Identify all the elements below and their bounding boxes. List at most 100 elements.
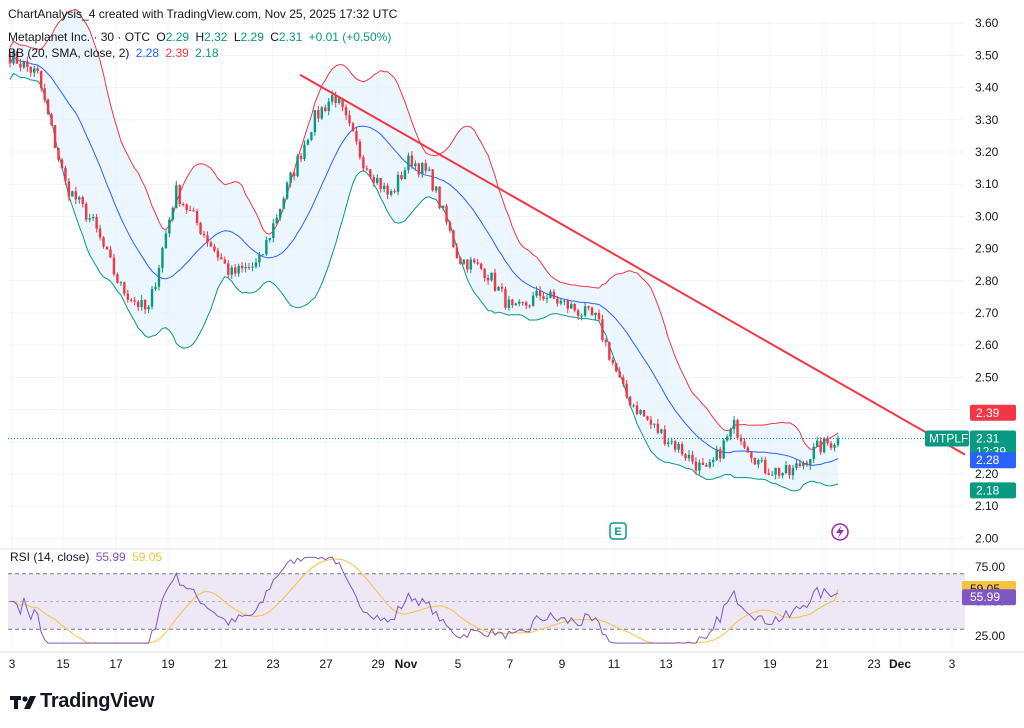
candle-body (209, 242, 213, 247)
candle-body (50, 114, 53, 126)
price-tag-bg (970, 430, 1016, 459)
price-tick-label: 3.40 (975, 81, 999, 95)
candle-body (507, 299, 511, 308)
candle-body (306, 139, 310, 145)
candle-body (822, 438, 826, 453)
candle-body (414, 163, 417, 167)
candle-body (639, 410, 642, 414)
bb-label: BB (20, SMA, close, 2) (8, 46, 130, 60)
candle-body (632, 405, 635, 407)
candle-body (590, 307, 594, 316)
time-tick-label: 29 (371, 657, 385, 671)
candle-body (611, 359, 615, 364)
rsi-band-fill (8, 573, 965, 630)
candle-body (663, 429, 666, 444)
candle-body (604, 340, 608, 343)
candle-body (403, 170, 407, 179)
time-tick-label: 23 (266, 657, 280, 671)
candle-body (767, 473, 770, 475)
candle-body (327, 101, 330, 112)
candle-body (628, 396, 632, 406)
candle-body (667, 442, 670, 444)
candle-body (791, 468, 795, 476)
candle-body (182, 204, 185, 206)
candle-body (680, 444, 684, 455)
time-tick-label: Dec (889, 657, 911, 671)
candle-body (504, 288, 507, 308)
candle-body (136, 301, 140, 308)
time-tick-label: 23 (867, 657, 881, 671)
rsi-value: 55.99 (95, 550, 126, 564)
symbol-tag: MTPLF (929, 432, 968, 446)
candle-body (452, 230, 455, 248)
candle-body (649, 419, 653, 425)
time-tick-label: 9 (559, 657, 566, 671)
candle-body (85, 203, 88, 220)
candle-body (223, 259, 227, 264)
candle-body (594, 312, 597, 316)
candle-body (538, 290, 542, 297)
candle-body (836, 438, 840, 445)
candle-body (816, 440, 819, 447)
candle-body (642, 410, 646, 417)
candle-body (826, 438, 829, 444)
tradingview-logo[interactable]: TradingView (10, 690, 154, 713)
candle-body (362, 157, 365, 169)
candle-body (566, 300, 569, 309)
bb-lower-tag-bg (970, 482, 1016, 499)
candle-body (705, 465, 708, 467)
time-tick-label: 3 (9, 657, 16, 671)
bb-fill (10, 9, 838, 491)
candle-body (687, 454, 691, 459)
candle-body (67, 181, 71, 197)
price-tick-label: 3.10 (975, 177, 999, 191)
price-tick-label: 3.20 (975, 145, 999, 159)
candle-body (753, 457, 757, 465)
bb-legend[interactable]: BB (20, SMA, close, 2) 2.28 2.39 2.18 (8, 46, 222, 60)
candle-body (247, 267, 251, 269)
candle-body (112, 257, 116, 275)
symbol-title[interactable]: Metaplanet Inc. · 30 · OTC (8, 30, 151, 44)
candle-body (531, 295, 535, 306)
candle-body (764, 459, 767, 474)
candle-body (646, 416, 649, 420)
candle-body (576, 310, 580, 316)
bb-basis-value: 2.28 (135, 46, 160, 60)
candle-body (19, 63, 22, 68)
change-value: +0.01 (+0.50%) (308, 30, 392, 44)
candle-body (400, 175, 403, 179)
candle-body (213, 246, 216, 251)
candle-body (798, 463, 802, 467)
candle-body (178, 185, 181, 205)
candle-body (46, 99, 50, 115)
candle-body (317, 110, 320, 119)
candle-body (254, 262, 258, 267)
rsi-legend[interactable]: RSI (14, close) 55.99 59.05 (10, 550, 165, 564)
candle-body (473, 259, 476, 263)
candle-body (43, 88, 46, 100)
candle-body (431, 169, 434, 191)
candle-body (372, 177, 375, 184)
bb-upper-line (9, 8, 839, 450)
candle-body (715, 449, 718, 460)
high-label: H (195, 30, 205, 44)
candle-body (164, 233, 168, 249)
candle-body (829, 443, 833, 448)
tradingview-logo-icon (10, 695, 36, 709)
candle-body (660, 429, 663, 433)
candle-body (788, 465, 791, 476)
candle-body (244, 267, 247, 269)
candle-body (424, 163, 427, 171)
candle-body (725, 436, 729, 441)
candle-body (351, 123, 355, 132)
bb-upper-tag: 2.39 (976, 406, 1000, 420)
candle-body (382, 185, 386, 190)
rsi-tick-label: 75.00 (975, 560, 1005, 574)
candle-body (185, 204, 188, 210)
time-tick-label: 17 (109, 657, 123, 671)
high-value: 2.32 (204, 30, 228, 44)
candle-body (154, 286, 157, 289)
candle-body (573, 304, 576, 311)
candle-body (355, 131, 358, 142)
